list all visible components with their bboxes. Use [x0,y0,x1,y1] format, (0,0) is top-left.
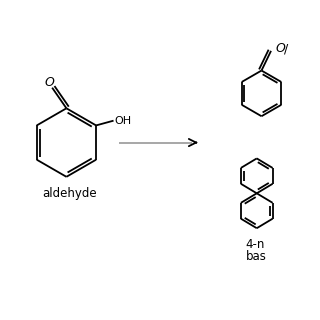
Text: O: O [276,42,286,55]
Text: O: O [45,76,54,89]
Text: OH: OH [114,116,131,126]
Text: bas: bas [246,250,267,263]
Text: aldehyde: aldehyde [43,187,97,200]
Text: 4-n: 4-n [246,237,265,251]
Text: /: / [284,43,289,56]
